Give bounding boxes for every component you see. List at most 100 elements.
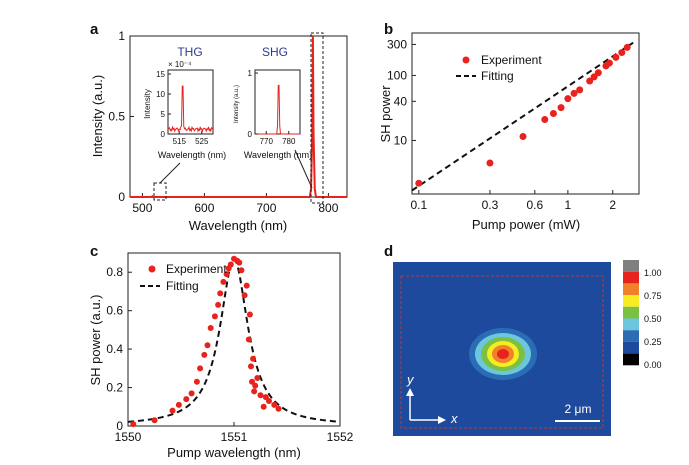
panel-c-ytick-label: 0.8: [106, 265, 123, 279]
panel-a-shg-box: [310, 32, 324, 204]
panel-a-ylabel: Intensity (a.u.): [90, 75, 105, 157]
panel-b-point: [570, 89, 578, 97]
panel-a-xtick-label: 500: [132, 201, 152, 215]
colorbar-swatch: [623, 295, 639, 307]
shg-inset-frame: [254, 69, 301, 135]
colorbar-swatch: [623, 260, 639, 272]
panel-c-point: [130, 421, 137, 428]
thg-inset-frame: [167, 69, 214, 135]
panel-c-point: [246, 311, 253, 318]
shg-inset-ylabel: Intensity (a.u.): [234, 85, 240, 123]
thg-inset-xlabel: Wavelength (nm): [158, 150, 226, 160]
panel-label-a: a: [90, 21, 99, 38]
panel-c-point: [257, 392, 264, 399]
shg-inset-ytick-label: 0: [248, 130, 253, 139]
panel-c-xtick-label: 1552: [327, 430, 354, 444]
panel-c-ticks: 1550 1551 1552 0 0.2 0.4 0.6 0.8: [106, 265, 353, 444]
thg-inset-ylabel: Intensity: [143, 89, 152, 119]
panel-b-point: [557, 104, 565, 112]
panel-b-point: [486, 159, 494, 167]
panel-b-ytick-label: 300: [387, 37, 407, 51]
panel-b-point: [618, 49, 626, 57]
panel-c-ytick-label: 0.6: [106, 304, 123, 318]
panel-c-point: [151, 417, 158, 424]
panel-c-point: [241, 292, 248, 299]
panel-a-spectrum-line: [130, 35, 347, 198]
shg-inset-ytick-label: 1: [248, 69, 253, 78]
panel-label-b: b: [384, 21, 393, 38]
thg-inset-xtick-label: 515: [173, 137, 187, 146]
panel-c-point: [260, 403, 267, 410]
thg-inset-ytick-label: 0: [161, 130, 166, 139]
panel-c-point: [245, 336, 252, 343]
panel-label-c: c: [90, 243, 98, 260]
colorbar: [623, 260, 639, 366]
panel-c-point: [223, 271, 230, 278]
panel-b-point: [612, 53, 620, 61]
shg-inset-title: SHG: [262, 45, 288, 59]
panel-a-shg-arrow: [294, 149, 313, 189]
heatmap-contour: [497, 349, 509, 359]
panel-c-point: [197, 365, 204, 372]
panel-b-point: [576, 86, 584, 94]
colorbar-label-1-00: 1.00: [644, 268, 662, 278]
panel-a-ytick-label: 0: [118, 190, 125, 204]
thg-inset-ytick-label: 10: [156, 90, 165, 99]
panel-c-point: [193, 378, 200, 385]
colorbar-swatch: [623, 283, 639, 296]
panel-c-xlabel: Pump wavelength (nm): [167, 445, 301, 460]
panel-b-point: [586, 77, 594, 85]
panel-b-xtick-label: 1: [565, 198, 572, 212]
panel-b-fit-line: [411, 40, 636, 192]
panel-b-point: [519, 133, 527, 141]
panel-c-point: [247, 363, 254, 370]
panel-c-ytick-label: 0: [116, 419, 123, 433]
panel-b-ytick-label: 100: [387, 68, 407, 82]
panel-b-xlabel: Pump power (mW): [472, 217, 580, 232]
panel-b-xtick-label: 0.3: [482, 198, 499, 212]
panel-a-xlabel: Wavelength (nm): [189, 218, 288, 233]
panel-c-point: [201, 351, 208, 358]
panel-c-point: [275, 405, 282, 412]
panel-c-point: [211, 313, 218, 320]
panel-c-point: [175, 401, 182, 408]
colorbar-swatch: [623, 306, 639, 319]
panel-b-point: [415, 179, 423, 187]
panel-c-point: [265, 398, 272, 405]
panel-c-point: [227, 261, 234, 268]
panel-b-xtick-label: 0.6: [526, 198, 543, 212]
panel-a-thg-arrow: [159, 162, 181, 184]
panel-c: c 1550 1551 1552 0 0.2 0.4 0.6 0.8 Pump wavelen…: [88, 243, 354, 460]
panel-b-point: [549, 109, 557, 117]
panel-c-frame: [127, 252, 341, 427]
panel-b-point: [541, 116, 549, 124]
thg-inset: THG × 10⁻⁴ 515 525 0 5 10 15 Intensity Wavele…: [143, 45, 226, 160]
panel-b-point: [594, 69, 602, 77]
panel-c-legend-marker-experiment: [148, 265, 156, 273]
panel-a-xtick-label: 800: [318, 201, 338, 215]
shg-inset-xtick-label: 770: [260, 137, 274, 146]
panel-b-frame: [411, 32, 640, 195]
panel-c-ylabel: SH power (a.u.): [88, 294, 103, 385]
panel-c-point: [204, 342, 211, 349]
panel-a-ytick-label: 0.5: [108, 110, 125, 124]
thg-inset-ticks: 515 525 0 5 10 15: [156, 70, 209, 146]
panel-c-point: [183, 396, 190, 403]
thg-inset-ytick-label: 15: [156, 70, 165, 79]
panel-c-point: [217, 290, 224, 297]
panel-b-legend-marker-experiment: [462, 56, 470, 64]
thg-inset-title: THG: [177, 45, 202, 59]
colorbar-swatch: [623, 318, 639, 331]
panel-b-point: [605, 59, 613, 67]
panel-c-xtick-label: 1551: [221, 430, 248, 444]
panel-c-point: [243, 282, 250, 289]
heatmap-region-box: [400, 275, 604, 429]
panel-a-ytick-label: 1: [118, 29, 125, 43]
panel-b-ticks: 0.1 0.3 0.6 1 2 10 40 100 300: [387, 37, 616, 212]
panel-a-xtick-label: 600: [194, 201, 214, 215]
panel-c-point: [188, 390, 195, 397]
